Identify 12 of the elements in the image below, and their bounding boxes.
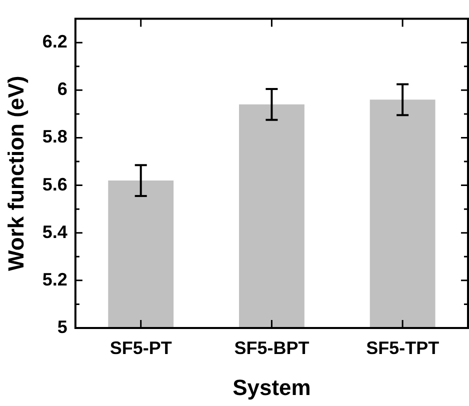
y-tick-label: 5	[57, 316, 68, 337]
y-tick-label: 6	[57, 79, 68, 100]
y-tick-label: 5.2	[42, 269, 68, 290]
y-axis-title: Work function (eV)	[3, 76, 28, 271]
y-tick-label: 5.8	[42, 126, 68, 147]
y-tick-label: 5.4	[42, 222, 68, 242]
x-tick-label: SF5-PT	[110, 338, 172, 358]
x-tick-label: SF5-BPT	[234, 338, 310, 358]
y-tick-label: 5.6	[42, 174, 68, 194]
y-tick-label: 6.2	[42, 32, 68, 52]
x-tick-label: SF5-TPT	[366, 338, 440, 358]
x-axis-title: System	[232, 374, 311, 400]
